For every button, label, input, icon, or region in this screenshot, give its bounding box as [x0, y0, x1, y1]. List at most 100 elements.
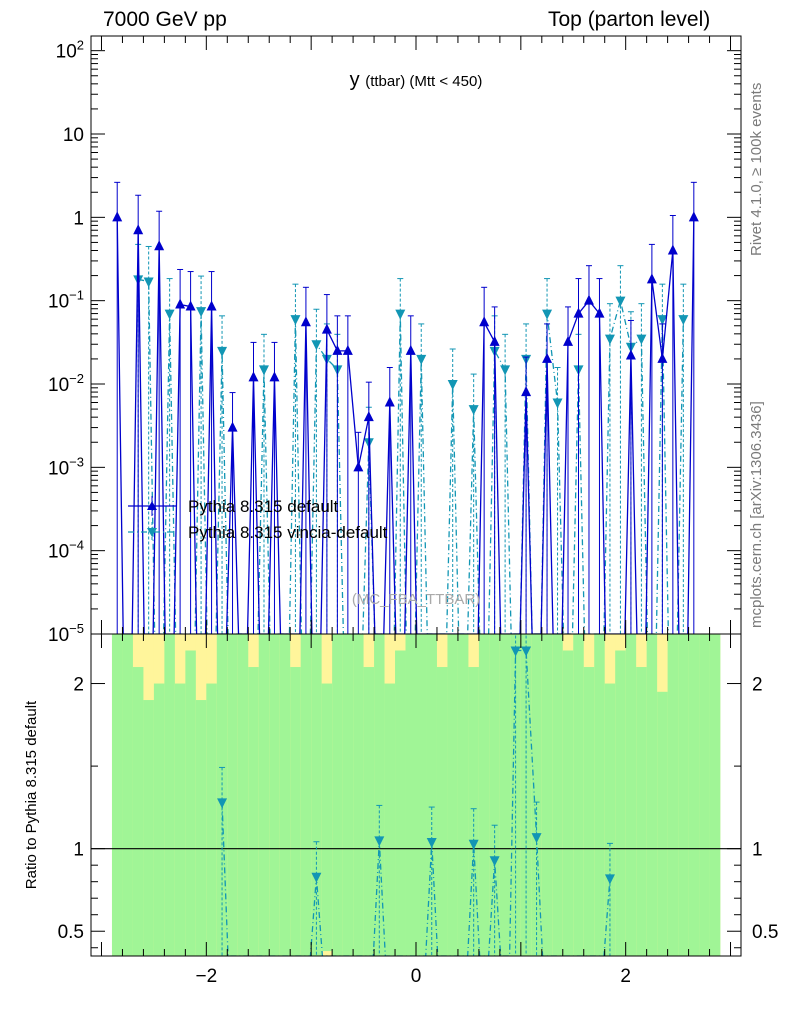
y-tick-label: 1 — [73, 208, 84, 229]
point-marker-vincia — [604, 874, 615, 885]
band-inner-bin — [111, 634, 123, 956]
point-marker-default — [479, 316, 490, 327]
band-inner-bin — [510, 634, 522, 956]
point-marker-vincia — [510, 646, 521, 657]
band-inner-bin — [174, 683, 186, 956]
point-marker-vincia — [426, 838, 437, 849]
point-marker-default — [175, 298, 186, 309]
band-inner-bin — [122, 634, 134, 956]
ratio-y-tick-label: 1 — [73, 840, 84, 861]
band-inner-bin — [237, 634, 249, 956]
band-inner-bin — [195, 700, 207, 956]
point-marker-default — [573, 307, 584, 318]
band-inner-bin — [164, 634, 176, 956]
band-inner-bin — [709, 634, 721, 956]
point-marker-vincia — [521, 646, 532, 657]
x-tick-label: 2 — [620, 966, 631, 987]
y-tick-label: 10 — [63, 125, 84, 146]
y-tick-label: 10−4 — [48, 538, 84, 563]
band-inner-bin — [311, 634, 322, 956]
point-marker-vincia — [374, 836, 385, 847]
ratio-y-tick-label: 0.5 — [58, 922, 84, 943]
band-inner-bin — [499, 634, 511, 956]
point-marker-vincia — [164, 309, 175, 320]
band-inner-bin — [206, 683, 218, 956]
point-marker-default — [384, 396, 395, 407]
band-inner-bin — [678, 634, 689, 956]
point-marker-default — [583, 294, 594, 305]
ratio-y-tick-label-right: 0.5 — [752, 922, 778, 943]
point-marker-default — [269, 371, 280, 382]
band-inner-bin — [541, 634, 553, 956]
point-marker-vincia — [217, 346, 228, 357]
band-inner-bin — [185, 650, 197, 956]
y-tick-label: 102 — [56, 38, 84, 63]
point-marker-vincia — [311, 340, 322, 351]
point-marker-vincia — [416, 354, 427, 365]
band-inner-bin — [153, 683, 165, 956]
band-inner-bin — [132, 667, 144, 956]
point-marker-default — [594, 307, 605, 318]
point-marker-default — [342, 344, 353, 355]
point-marker-vincia — [447, 380, 458, 391]
point-marker-default — [657, 352, 668, 363]
point-marker-vincia — [542, 309, 553, 320]
point-marker-default — [405, 344, 416, 355]
series-line — [116, 217, 695, 634]
point-marker-default — [353, 461, 364, 472]
legend-label-default: Pythia 8.315 default — [188, 497, 339, 516]
band-inner-bin — [594, 634, 606, 956]
y-tick-label: 10−2 — [48, 371, 84, 396]
header-left-label: 7000 GeV pp — [103, 8, 227, 31]
point-marker-vincia — [615, 296, 626, 307]
point-marker-default — [563, 335, 574, 346]
point-marker-vincia — [395, 309, 406, 320]
band-inner-bin — [436, 667, 448, 956]
legend: Pythia 8.315 default Pythia 8.315 vincia… — [128, 496, 388, 542]
band-inner-bin — [583, 667, 595, 956]
band-inner-bin — [636, 667, 647, 956]
point-marker-default — [489, 335, 500, 346]
legend-marker-vincia — [147, 528, 157, 537]
band-inner-bin — [646, 634, 658, 956]
legend-marker-default — [147, 501, 157, 510]
band-inner-bin — [699, 634, 710, 956]
band-inner-bin — [258, 634, 270, 956]
ratio-y-axis-label: Ratio to Pythia 8.315 default — [23, 700, 40, 889]
legend-label-vincia: Pythia 8.315 vincia-default — [188, 523, 388, 542]
band-inner-bin — [478, 634, 490, 956]
y-tick-label: 10−5 — [48, 621, 84, 646]
series-line — [221, 649, 611, 956]
point-marker-default — [688, 211, 699, 222]
point-marker-vincia — [552, 398, 563, 409]
band-inner-bin — [395, 650, 406, 956]
point-marker-vincia — [678, 315, 689, 326]
band-inner-bin — [457, 634, 469, 956]
y-tick-label: 10−1 — [48, 288, 84, 313]
band-inner-bin — [363, 667, 375, 956]
band-inner-bin — [300, 634, 312, 956]
band-inner-bin — [562, 650, 574, 956]
point-marker-default — [206, 300, 217, 311]
band-inner-bin — [625, 634, 637, 956]
point-marker-default — [363, 411, 374, 422]
band-inner-bin — [657, 691, 668, 956]
point-marker-vincia — [531, 833, 542, 844]
ratio-y-tick-label-right: 1 — [752, 840, 763, 861]
band-inner-bin — [447, 634, 459, 956]
x-tick-label: −2 — [195, 966, 217, 987]
band-inner-bin — [615, 650, 626, 956]
band-inner-bin — [688, 634, 700, 956]
point-marker-default — [542, 352, 553, 363]
point-marker-vincia — [468, 839, 479, 850]
band-inner-bin — [342, 634, 354, 956]
band-inner-bin — [332, 634, 343, 956]
band-inner-bin — [573, 634, 585, 956]
band-inner-bin — [531, 634, 543, 956]
point-marker-default — [625, 349, 636, 360]
point-marker-default — [646, 273, 657, 284]
band-inner-bin — [405, 634, 417, 956]
point-marker-vincia — [468, 405, 479, 416]
point-marker-default — [321, 323, 332, 334]
